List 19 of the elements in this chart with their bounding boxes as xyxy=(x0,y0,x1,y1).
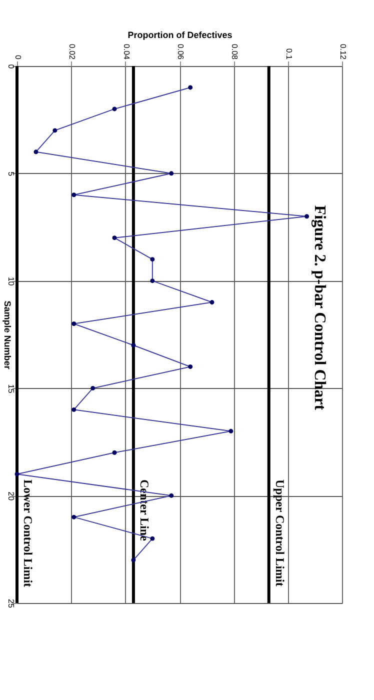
x-tick-label: 0.08 xyxy=(230,44,240,60)
ref-line-label: Upper Control Limit xyxy=(272,479,287,586)
ref-line-label: Lower Control Limit xyxy=(21,479,35,588)
x-tick-label: 0.06 xyxy=(176,44,185,60)
y-tick-label: 20 xyxy=(6,492,16,502)
y-tick-label: 0 xyxy=(6,64,16,70)
x-tick-label: 0.1 xyxy=(284,48,294,60)
x-tick-label: 0 xyxy=(14,55,22,60)
x-axis-title: Proportion of Defectives xyxy=(128,30,232,40)
y-tick-label: 15 xyxy=(6,384,16,394)
y-axis-title: Sample Number xyxy=(2,300,12,370)
y-tick-label: 5 xyxy=(6,172,16,177)
x-tick-label: 0.12 xyxy=(338,44,348,60)
y-tick-label: 10 xyxy=(6,276,16,286)
ref-line-label: Center Line xyxy=(137,479,152,542)
y-tick-label: 25 xyxy=(6,599,16,608)
text: Figure 2. p-bar Control Chart xyxy=(311,205,328,411)
x-tick-label: 0.04 xyxy=(122,44,131,60)
x-tick-label: 0.02 xyxy=(68,44,77,60)
